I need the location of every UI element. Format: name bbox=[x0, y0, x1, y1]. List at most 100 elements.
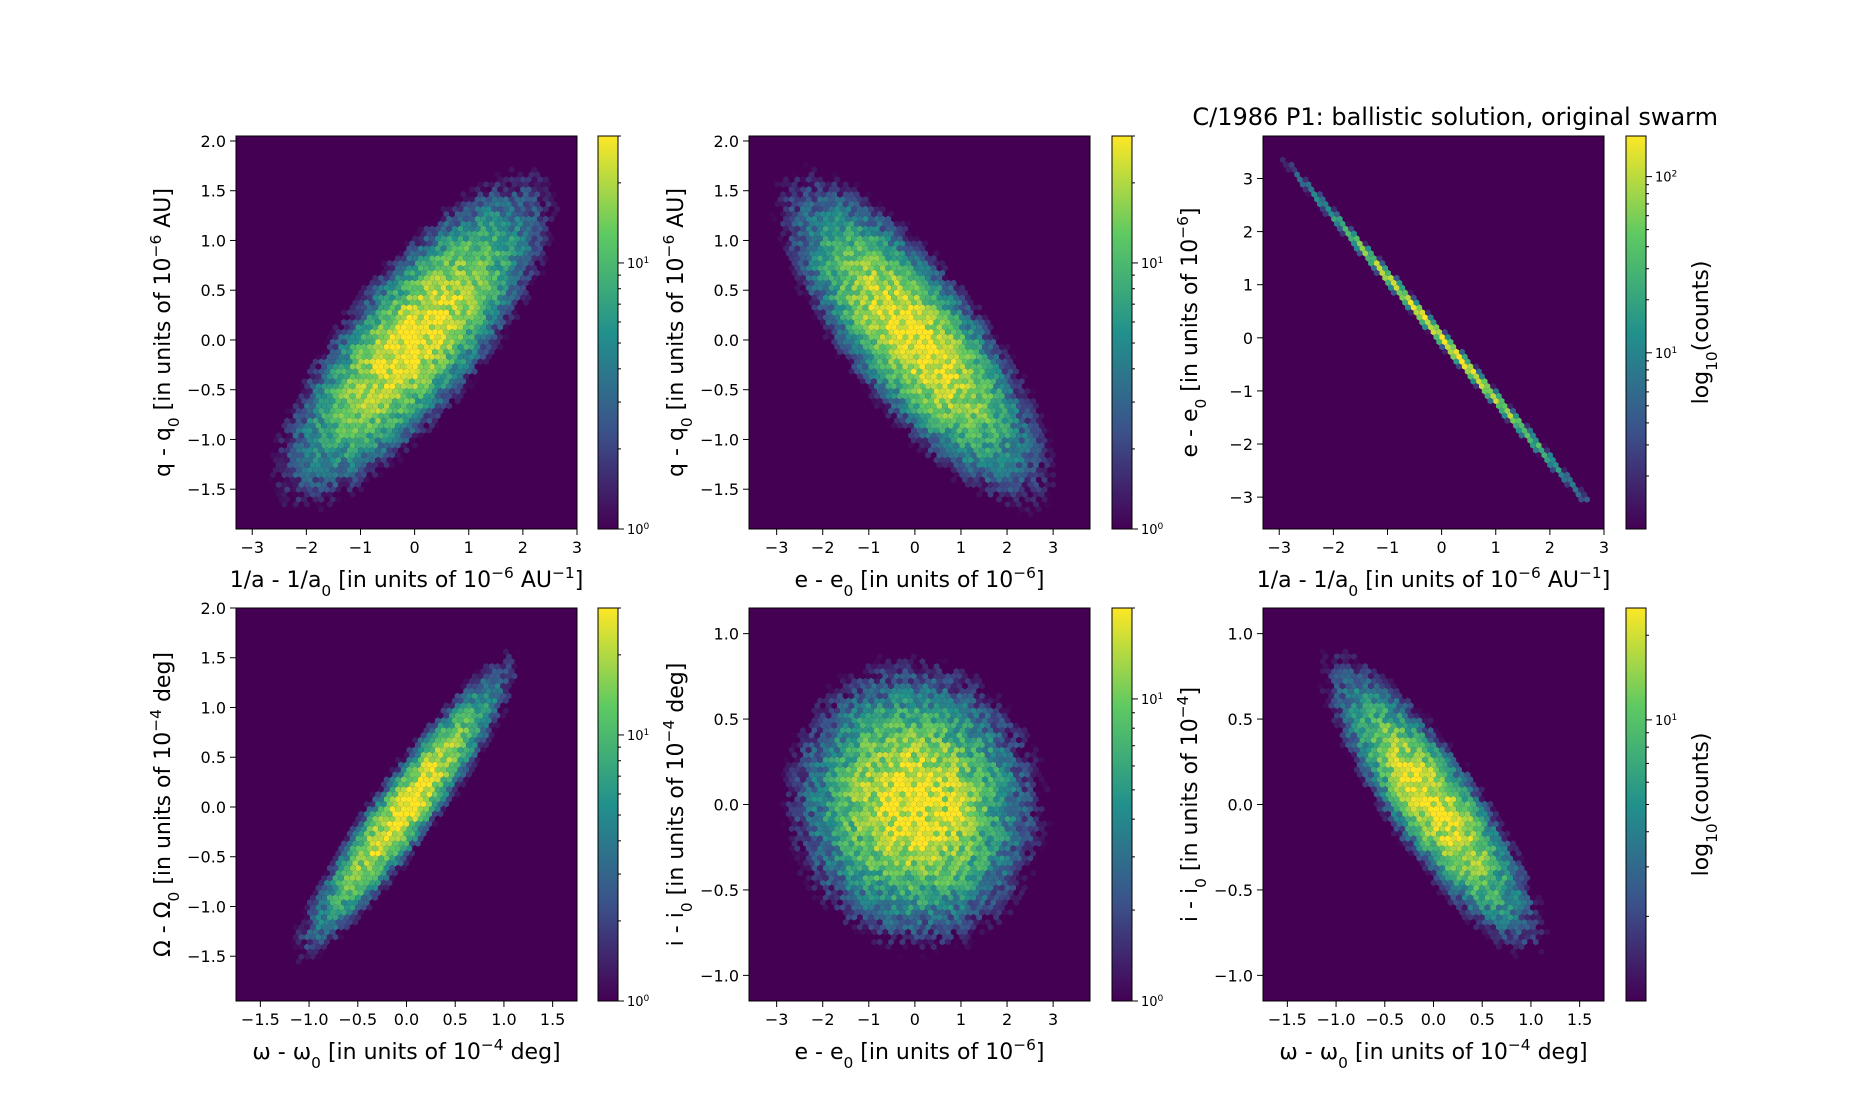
hex-cell bbox=[919, 904, 926, 911]
hex-cell bbox=[298, 923, 305, 931]
hex-cell bbox=[400, 402, 407, 410]
hex-cell bbox=[803, 250, 809, 257]
hex-cell bbox=[1498, 407, 1505, 415]
hex-cell bbox=[845, 343, 852, 351]
hex-cell bbox=[380, 417, 387, 424]
hex-cell bbox=[392, 800, 398, 808]
hex-cell bbox=[409, 830, 415, 837]
hex-cell bbox=[1027, 471, 1034, 479]
hex-cell bbox=[434, 766, 441, 773]
hex-cell bbox=[857, 294, 863, 301]
hex-cell bbox=[822, 186, 829, 193]
hex-cell bbox=[950, 427, 957, 434]
hex-cell bbox=[945, 407, 951, 415]
hex-cell bbox=[911, 348, 917, 356]
hex-cell bbox=[1013, 909, 1019, 916]
hex-cell bbox=[987, 363, 994, 370]
hex-cell bbox=[831, 279, 838, 287]
hex-cell bbox=[1541, 442, 1548, 449]
hex-cell bbox=[488, 663, 495, 670]
hex-cell bbox=[517, 191, 523, 198]
hex-cell bbox=[400, 795, 407, 803]
hex-cell bbox=[868, 373, 874, 380]
hex-cell bbox=[791, 230, 798, 237]
hex-cell bbox=[315, 491, 322, 498]
hex-cell bbox=[446, 225, 452, 232]
hex-cell bbox=[956, 348, 963, 356]
hex-cell bbox=[432, 731, 438, 739]
hex-cell bbox=[312, 387, 319, 395]
hex-cell bbox=[278, 466, 285, 474]
hex-cell bbox=[950, 279, 957, 287]
hex-cell bbox=[494, 702, 501, 709]
hex-cell bbox=[794, 176, 801, 183]
hex-cell bbox=[916, 279, 923, 287]
hex-cell bbox=[888, 358, 894, 365]
hex-cell bbox=[834, 176, 840, 183]
hex-cell bbox=[834, 333, 840, 341]
hex-cell bbox=[1007, 368, 1014, 375]
hex-cell bbox=[392, 417, 398, 424]
hex-cell bbox=[808, 289, 815, 296]
hex-cell bbox=[839, 323, 846, 331]
hex-cell bbox=[805, 294, 812, 301]
hex-cell bbox=[494, 220, 501, 228]
hex-cell bbox=[477, 722, 484, 729]
hex-cell bbox=[996, 879, 1002, 887]
hex-cell bbox=[945, 309, 951, 316]
hex-cell bbox=[469, 294, 475, 301]
hex-cell bbox=[1001, 378, 1008, 385]
hex-cell bbox=[375, 859, 381, 867]
hex-cell bbox=[420, 820, 427, 828]
hex-cell bbox=[483, 200, 489, 208]
hex-cell bbox=[304, 481, 310, 488]
hex-cell bbox=[355, 304, 361, 311]
hex-cell bbox=[443, 240, 450, 247]
hex-cell bbox=[1535, 442, 1542, 449]
hex-cell bbox=[292, 501, 299, 508]
hex-cell bbox=[913, 432, 920, 439]
hex-cell bbox=[437, 731, 444, 739]
hex-cell bbox=[523, 259, 529, 267]
hex-cell bbox=[916, 299, 923, 306]
hex-cell bbox=[326, 481, 333, 488]
hex-cell bbox=[281, 461, 288, 469]
hex-cell bbox=[868, 894, 874, 901]
hex-cell bbox=[406, 805, 413, 813]
hex-cell bbox=[491, 205, 498, 213]
hex-cell bbox=[1328, 210, 1334, 218]
hex-cell bbox=[301, 447, 307, 454]
hex-cell bbox=[820, 250, 826, 257]
hex-cell bbox=[463, 255, 469, 262]
hex-cell bbox=[848, 319, 855, 326]
hex-cell bbox=[352, 358, 359, 365]
hex-cell bbox=[534, 269, 541, 277]
hex-cell bbox=[488, 299, 495, 306]
hex-cell bbox=[369, 859, 376, 867]
hex-cell bbox=[987, 432, 994, 439]
hex-cell bbox=[876, 319, 883, 326]
hex-cell bbox=[922, 309, 928, 316]
hex-cell bbox=[911, 427, 917, 434]
hex-cell bbox=[891, 874, 897, 882]
hex-cell bbox=[412, 422, 418, 429]
hex-cell bbox=[403, 781, 410, 788]
hex-cell bbox=[933, 919, 940, 926]
hex-cell bbox=[335, 447, 342, 454]
hex-cell bbox=[953, 894, 960, 901]
hex-cell bbox=[372, 323, 379, 331]
hex-cell bbox=[865, 348, 872, 356]
hex-cell bbox=[1010, 432, 1017, 439]
hex-cell bbox=[930, 392, 937, 400]
hex-cell bbox=[429, 766, 435, 773]
hex-cell bbox=[398, 781, 404, 788]
hex-cell bbox=[979, 879, 985, 887]
hex-cell bbox=[953, 904, 960, 911]
hex-cell bbox=[845, 353, 852, 360]
hex-cell bbox=[477, 702, 484, 709]
hex-cell bbox=[432, 309, 438, 316]
hex-cell bbox=[483, 191, 489, 198]
hex-cell bbox=[483, 328, 489, 336]
hex-cell bbox=[862, 225, 869, 232]
